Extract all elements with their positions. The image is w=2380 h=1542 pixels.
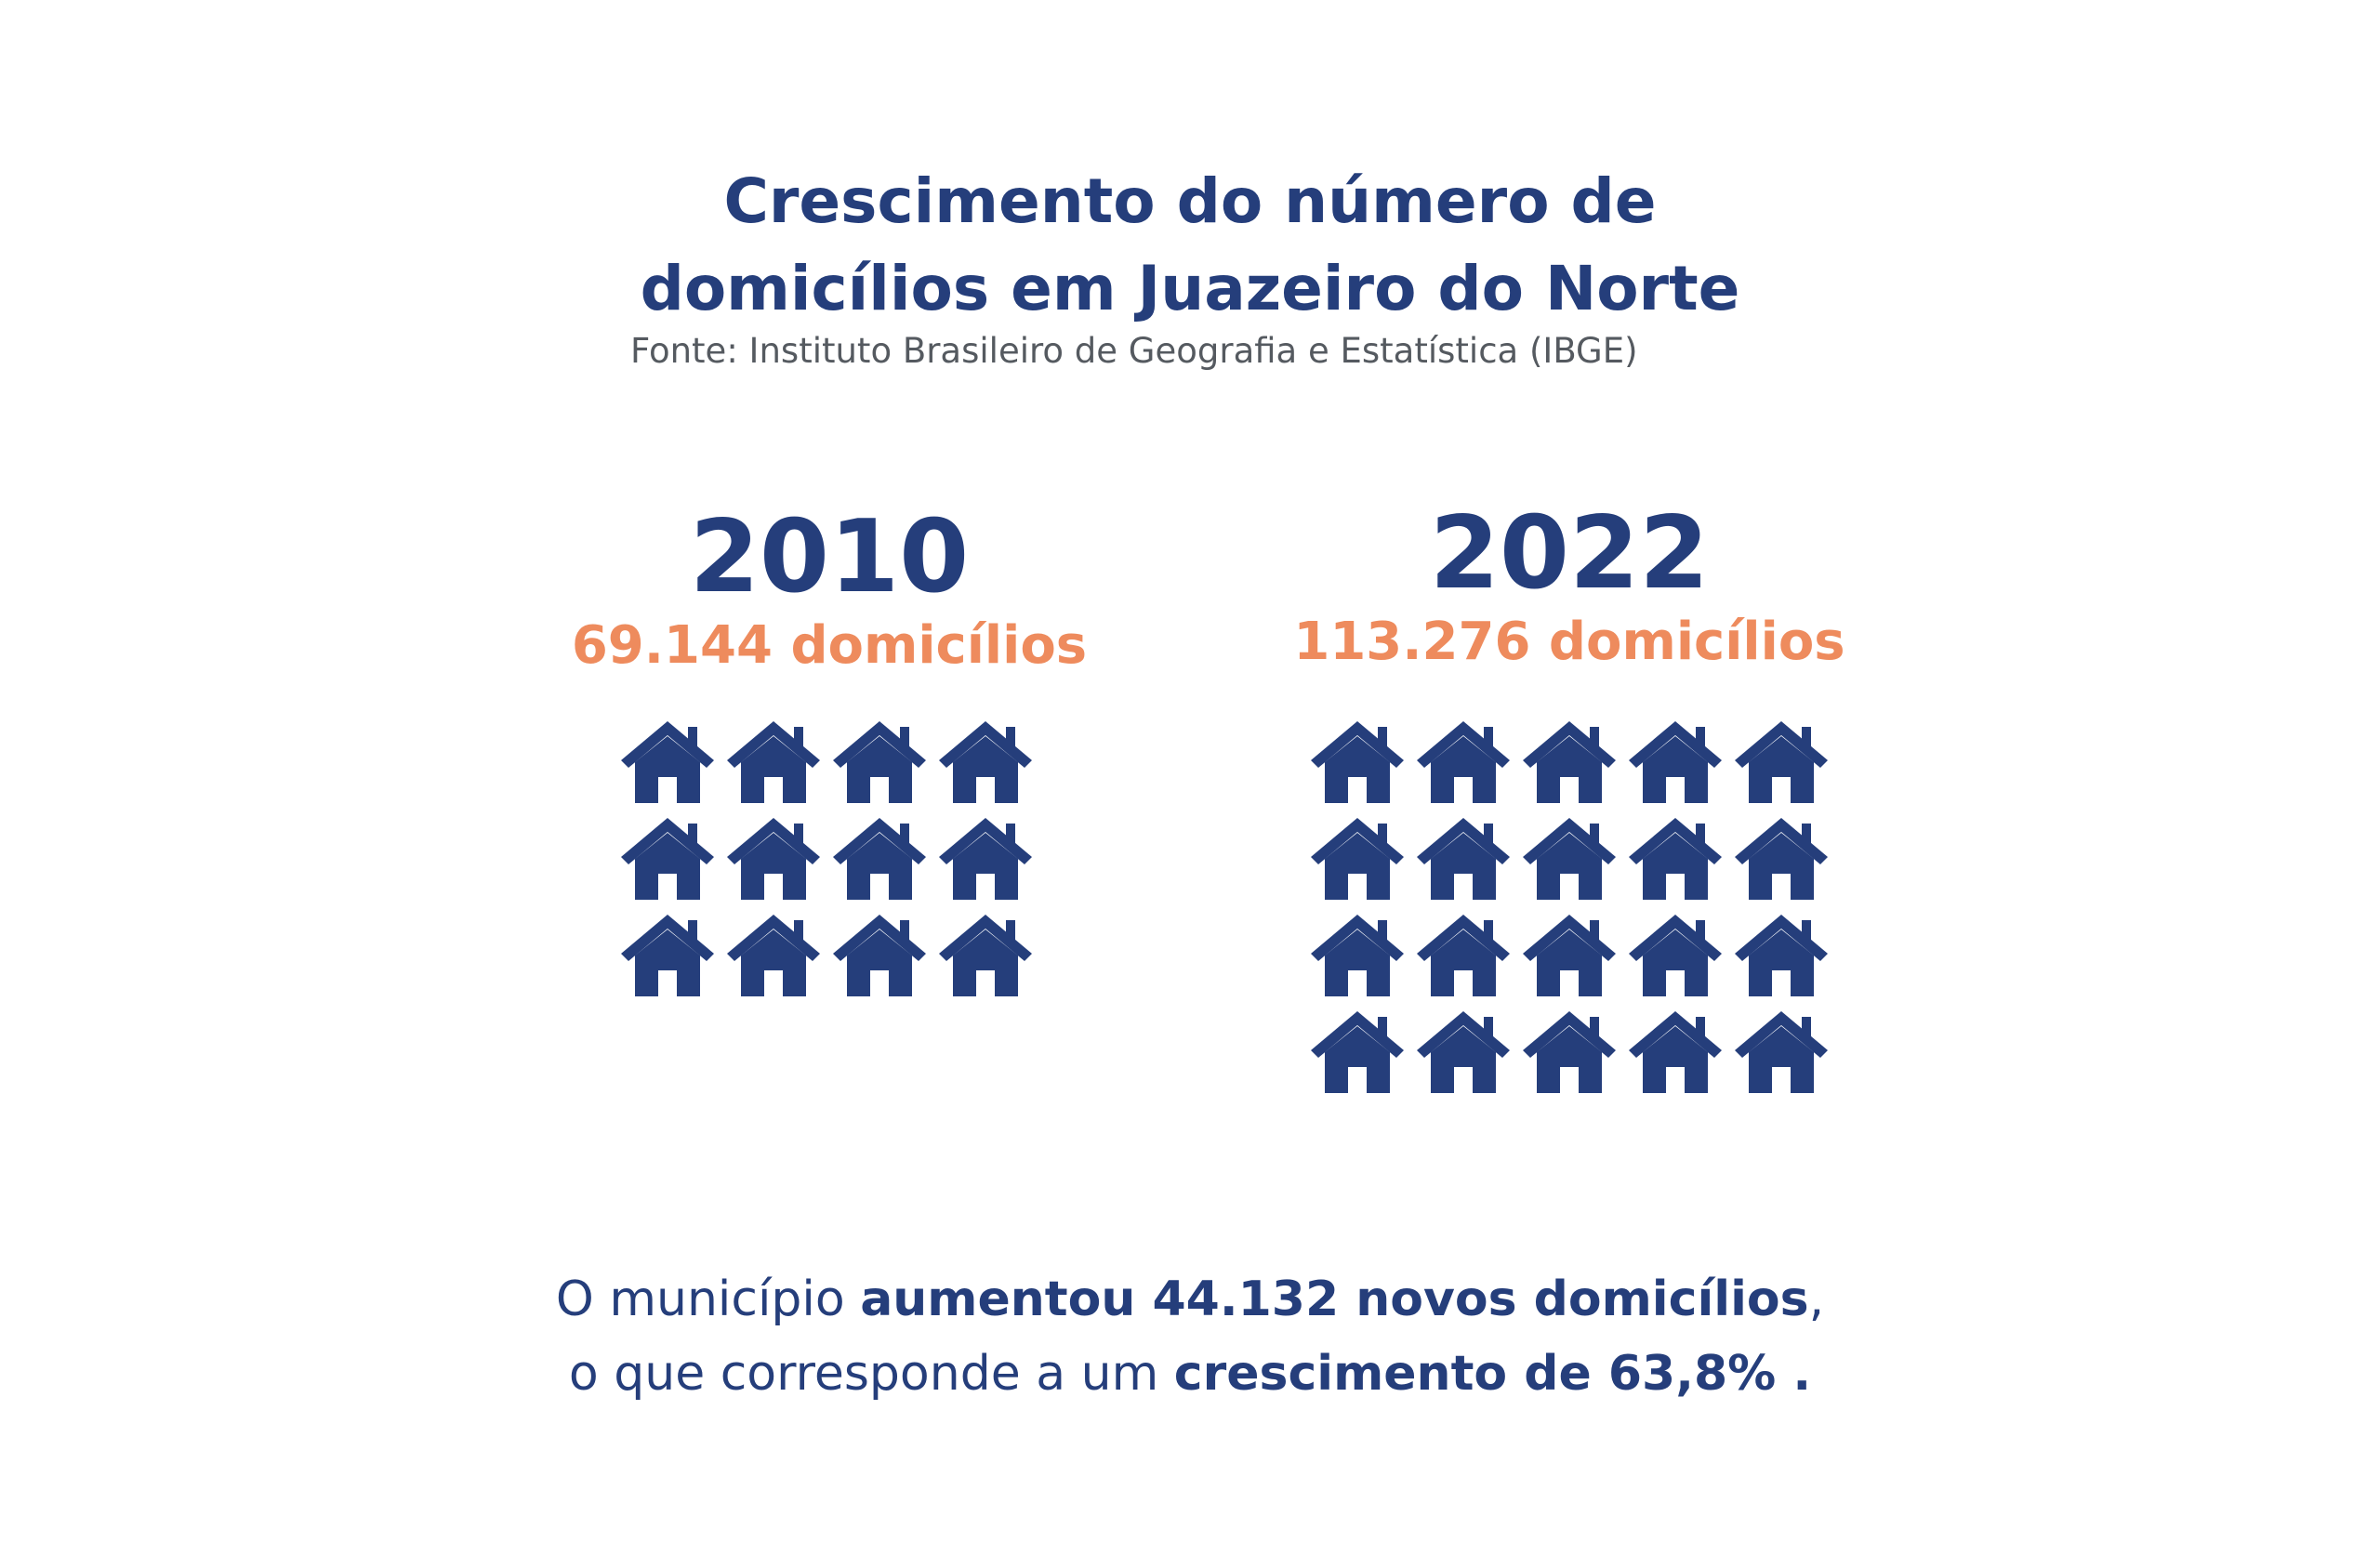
households-count-2022: 113.276 domicílios — [1293, 612, 1845, 672]
house-icon-2010-1 — [621, 721, 714, 803]
house-icon-2022-9 — [1629, 818, 1722, 900]
house-icon-2022-19 — [1629, 1011, 1722, 1093]
summary-line-1-regular: O município — [555, 1272, 861, 1327]
house-icon-2022-14 — [1629, 915, 1722, 996]
house-icon-2022-8 — [1523, 818, 1616, 900]
house-icon-2010-7 — [833, 818, 926, 900]
house-icon-2022-10 — [1735, 818, 1828, 900]
house-icon-2010-8 — [939, 818, 1032, 900]
summary-line-1-bold: aumentou 44.132 novos domicílios — [860, 1272, 1809, 1327]
summary-line-1: O município aumentou 44.132 novos domicí… — [0, 1262, 2380, 1337]
house-icon-2010-12 — [939, 915, 1032, 996]
summary-line-2-regular: o que corresponde a um — [568, 1346, 1174, 1402]
chart-title-line-1: Crescimento do número de — [723, 165, 1657, 237]
house-icon-2022-7 — [1417, 818, 1510, 900]
summary-line-2-bold: crescimento de 63,8% . — [1173, 1346, 1812, 1402]
house-icon-2010-4 — [939, 721, 1032, 803]
house-icon-2022-20 — [1735, 1011, 1828, 1093]
chart-title-line-2: domicílios em Juazeiro do Norte — [640, 253, 1740, 324]
house-icon-2010-5 — [621, 818, 714, 900]
house-icon-2010-6 — [727, 818, 820, 900]
year-label-2010: 2010 — [689, 499, 970, 615]
house-icon-2022-13 — [1523, 915, 1616, 996]
chart-title: Crescimento do número de domicílios em J… — [0, 158, 2380, 333]
house-icon-2022-3 — [1523, 721, 1616, 803]
chart-source: Fonte: Instituto Brasileiro de Geografia… — [630, 331, 1638, 371]
house-icon-2010-3 — [833, 721, 926, 803]
house-icon-2010-10 — [727, 915, 820, 996]
house-icon-2010-2 — [727, 721, 820, 803]
house-icon-2010-9 — [621, 915, 714, 996]
house-icon-2022-15 — [1735, 915, 1828, 996]
summary-line-2: o que corresponde a um crescimento de 63… — [0, 1337, 2380, 1411]
house-grid-2022 — [1311, 721, 1828, 1093]
house-icon-2022-11 — [1311, 915, 1404, 996]
house-icon-2022-2 — [1417, 721, 1510, 803]
house-icon-2022-12 — [1417, 915, 1510, 996]
summary-line-1-end: , — [1808, 1272, 1825, 1327]
households-count-2010: 69.144 domicílios — [571, 615, 1088, 676]
house-icon-2022-17 — [1417, 1011, 1510, 1093]
year-label-2022: 2022 — [1429, 495, 1710, 612]
house-icon-2022-18 — [1523, 1011, 1616, 1093]
house-icon-2022-4 — [1629, 721, 1722, 803]
house-grid-2010 — [621, 721, 1032, 996]
house-icon-2022-1 — [1311, 721, 1404, 803]
summary-text: O município aumentou 44.132 novos domicí… — [0, 1262, 2380, 1411]
house-icon-2010-11 — [833, 915, 926, 996]
house-icon-2022-16 — [1311, 1011, 1404, 1093]
house-icon-2022-5 — [1735, 721, 1828, 803]
house-icon-2022-6 — [1311, 818, 1404, 900]
